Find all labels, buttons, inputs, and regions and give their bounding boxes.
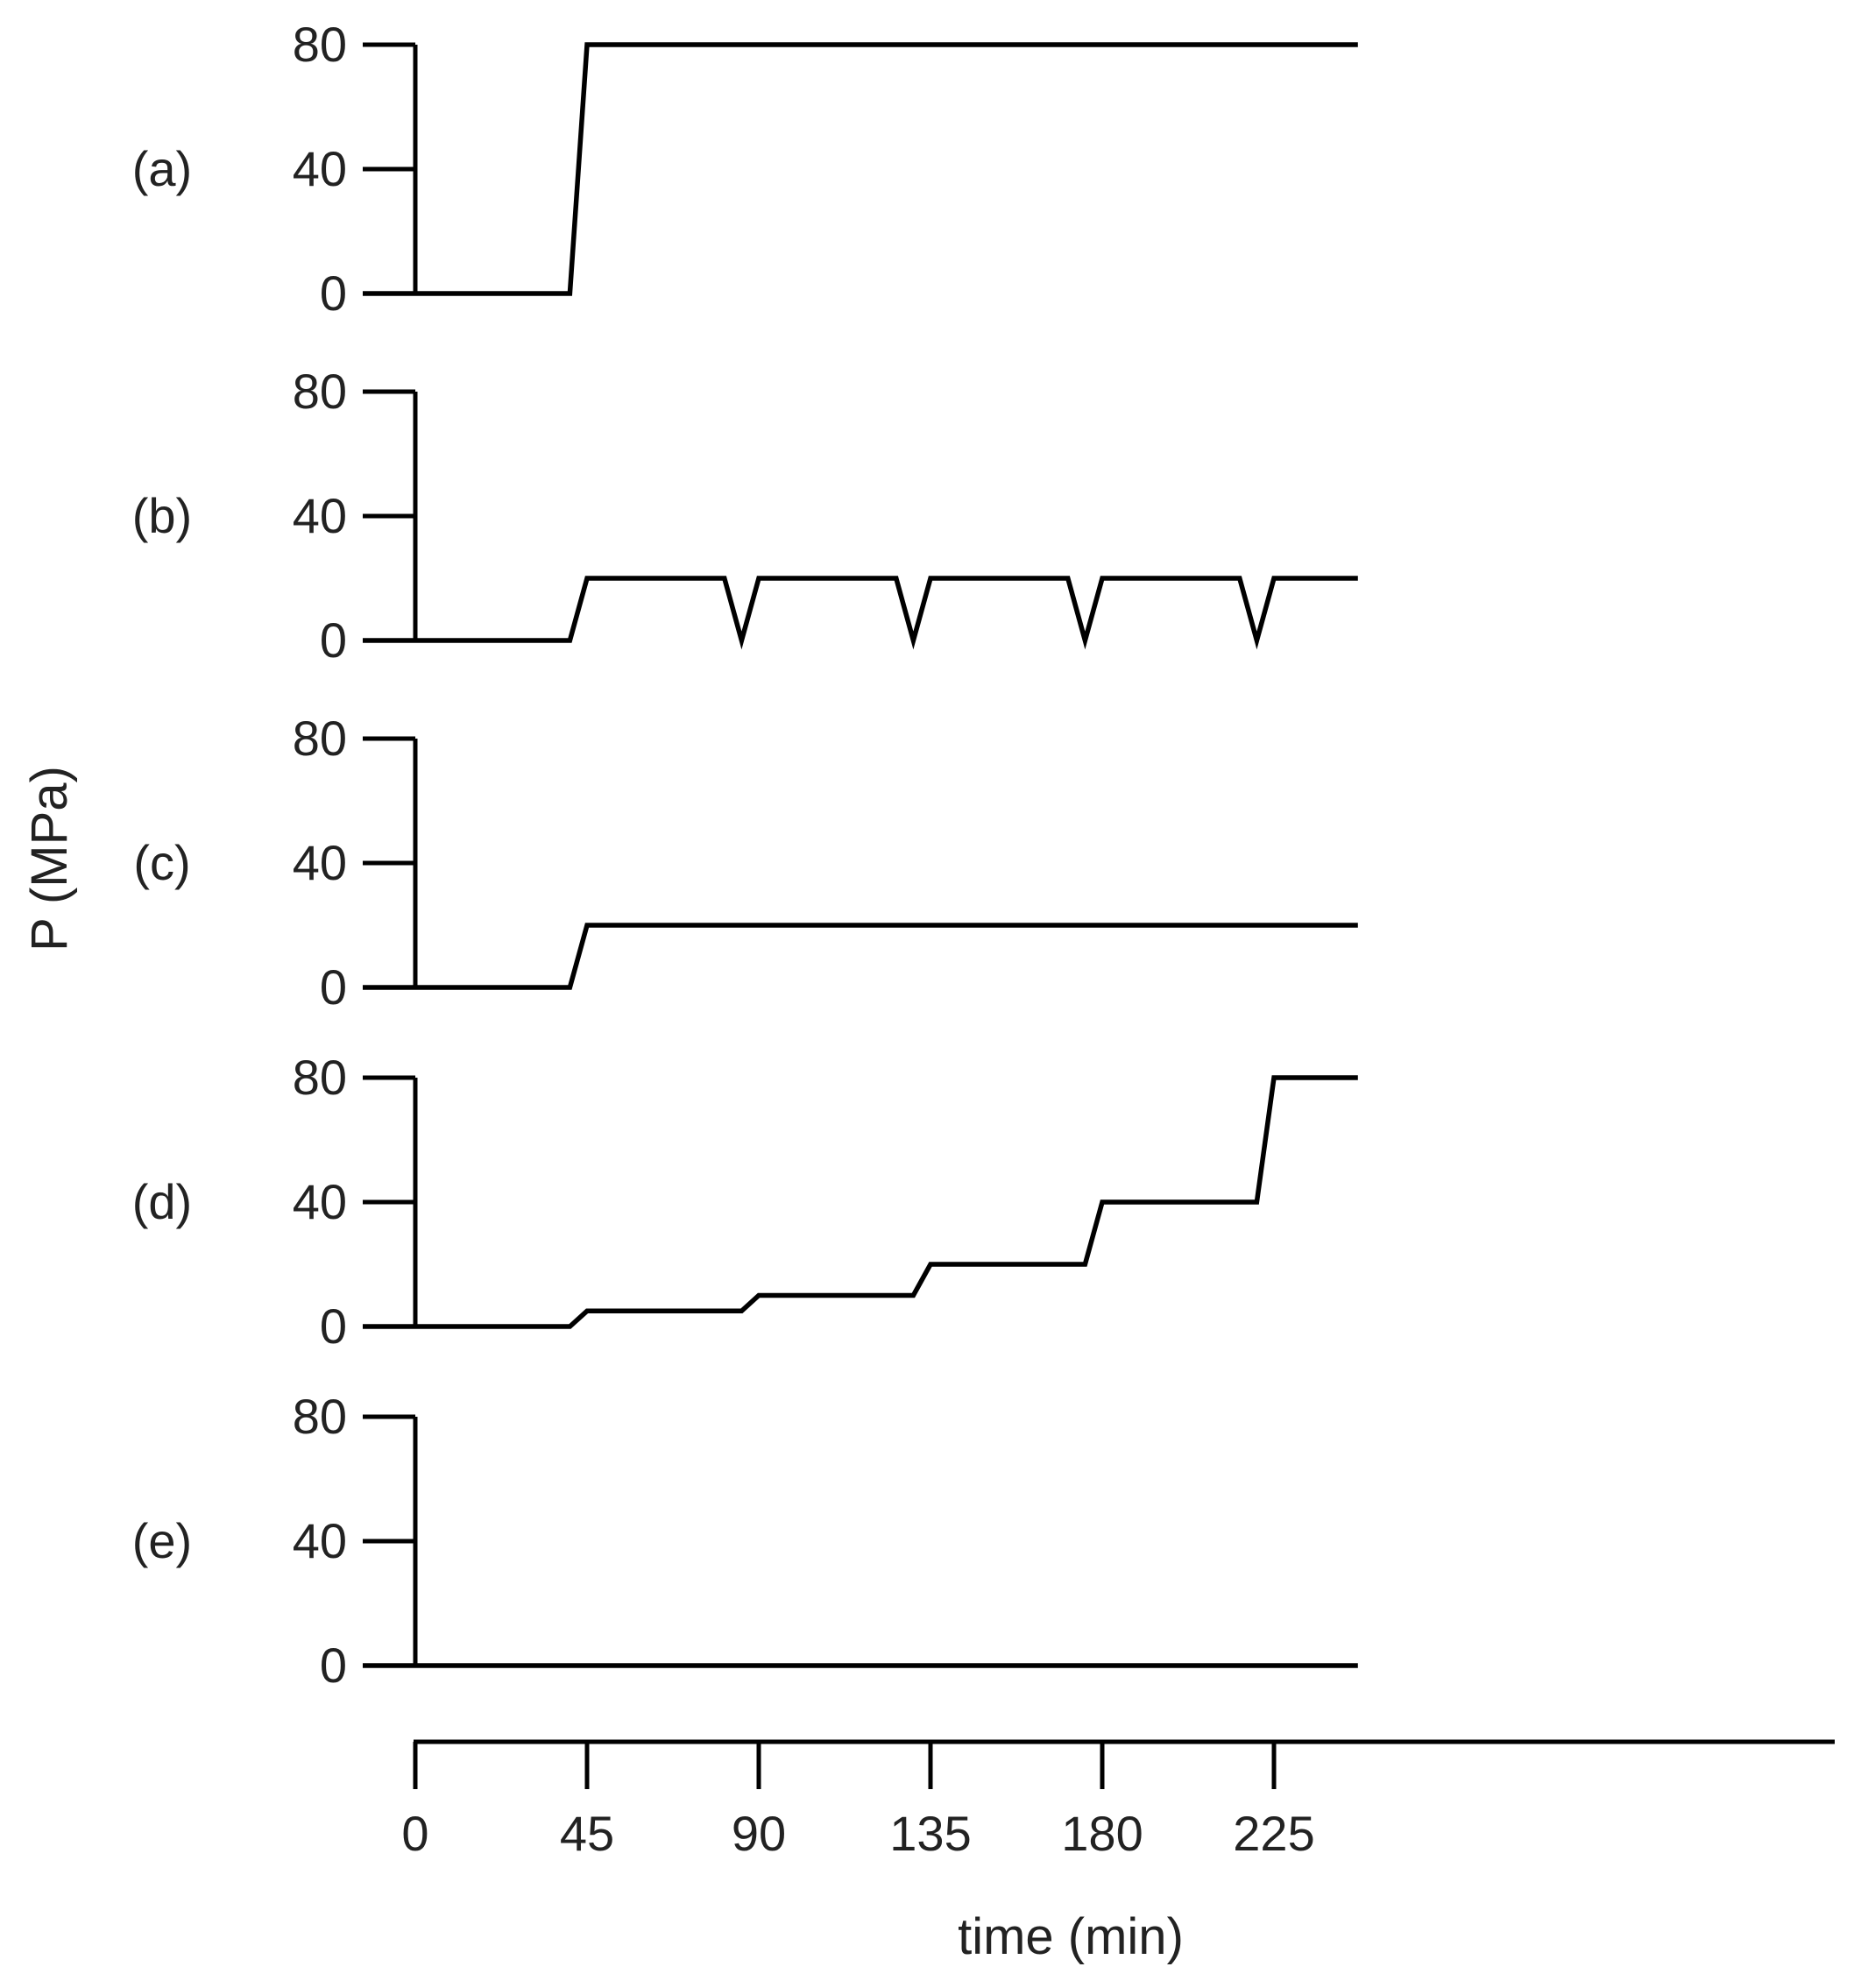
y-tick-label: 40 [293, 835, 347, 890]
y-tick-label: 40 [293, 1174, 347, 1229]
panel-label: (c) [133, 835, 190, 890]
y-tick-label: 40 [293, 141, 347, 196]
y-tick-label: 80 [293, 1389, 347, 1444]
x-tick-label: 0 [401, 1806, 428, 1861]
y-tick-label: 40 [293, 488, 347, 543]
series-line [363, 923, 1358, 990]
panel-a: 0 40 80 (a) [132, 17, 1358, 321]
series-line [363, 1075, 1358, 1329]
y-tick-label: 0 [320, 612, 347, 668]
x-tick-label: 225 [1233, 1806, 1314, 1861]
x-axis: 0 45 90 135 180 225 [401, 1739, 1835, 1861]
y-tick-label: 0 [320, 265, 347, 321]
series-line [363, 42, 1358, 296]
x-tick-label: 180 [1061, 1806, 1143, 1861]
y-tick-label: 80 [293, 17, 347, 72]
y-axis-title: P (MPa) [21, 766, 78, 952]
x-axis-title: time (min) [958, 1908, 1184, 1965]
panel-d: 0 40 80 (d) [132, 1050, 1358, 1354]
panels-group: 0 40 80 (a) 0 40 80 (b) 0 40 80 (c) 0 40 80 (d) 0 40 80 (e) [132, 17, 1358, 1693]
y-tick-label: 0 [320, 959, 347, 1015]
series-line [363, 576, 1358, 650]
x-tick-label: 135 [889, 1806, 971, 1861]
x-tick-label: 90 [732, 1806, 786, 1861]
x-tick-label: 45 [560, 1806, 614, 1861]
y-tick-label: 80 [293, 1050, 347, 1105]
y-tick-label: 0 [320, 1298, 347, 1354]
panel-b: 0 40 80 (b) [132, 364, 1358, 668]
panel-label: (e) [132, 1513, 192, 1568]
panel-label: (b) [132, 488, 192, 543]
y-tick-label: 80 [293, 711, 347, 766]
panel-label: (d) [132, 1174, 192, 1229]
panel-label: (a) [132, 141, 192, 196]
panel-e: 0 40 80 (e) [132, 1389, 1358, 1693]
y-tick-label: 0 [320, 1638, 347, 1693]
y-tick-label: 80 [293, 364, 347, 419]
panel-c: 0 40 80 (c) [133, 711, 1358, 1015]
y-tick-label: 40 [293, 1513, 347, 1568]
